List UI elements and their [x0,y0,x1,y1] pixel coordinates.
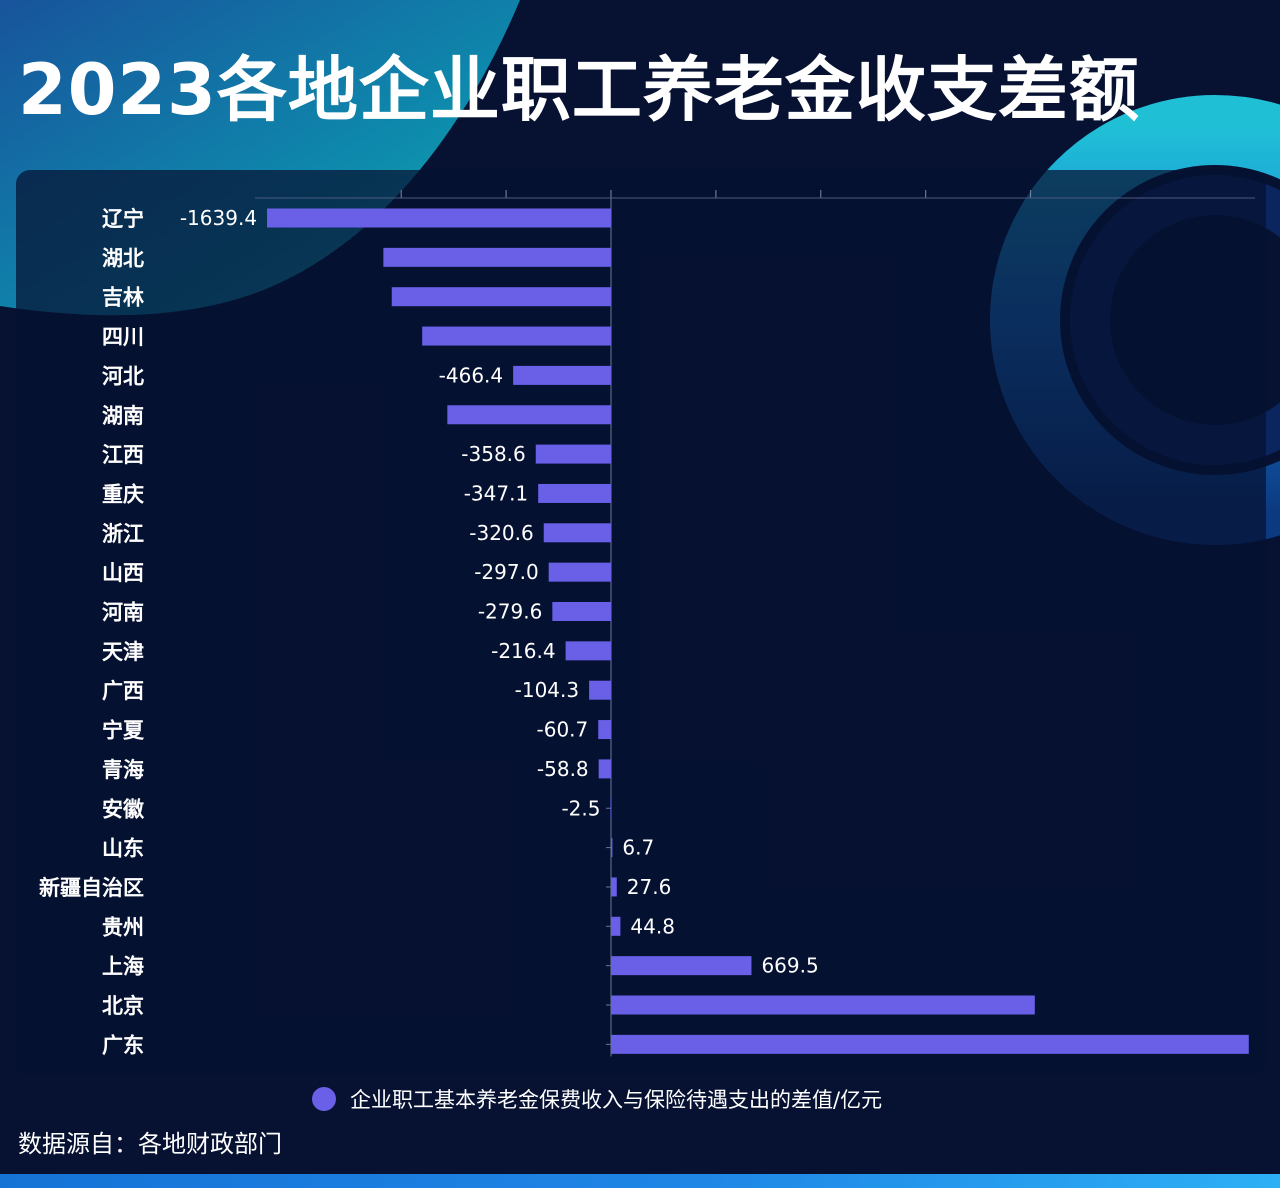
bar-8 [543,523,611,543]
bar-15 [610,798,612,818]
bar-12 [589,680,611,700]
bottom-bar [0,1174,1280,1188]
category-label: 安徽 [102,797,145,821]
category-label: 上海 [102,955,144,979]
legend: 企业职工基本养老金保费收入与保险待遇支出的差值/亿元 [312,1082,882,1116]
bar-10 [552,602,611,621]
bar-5 [447,405,611,425]
bar-18 [611,916,621,936]
category-label: 广东 [102,1033,144,1057]
value-label: -320.6 [469,521,533,545]
category-label: 浙江 [102,522,144,546]
category-label: 辽宁 [102,207,144,231]
value-label: -1639.4 [180,206,257,230]
value-label: 27.6 [627,875,672,899]
value-label: -58.8 [537,757,589,781]
category-label: 青海 [102,758,144,782]
category-label: 天津 [102,640,144,664]
category-label: 山东 [102,837,144,861]
bar-2 [391,287,611,307]
data-source: 数据源自：各地财政部门 [18,1130,282,1158]
bar-20 [611,995,1035,1015]
category-label: 湖南 [102,404,144,428]
chart-panel [16,170,1266,1075]
bar-16 [611,838,613,858]
value-label: 669.5 [761,954,818,978]
value-label: 6.7 [622,836,654,860]
value-label: -347.1 [464,481,528,505]
category-label: 江西 [102,443,144,467]
category-label: 山西 [102,561,144,585]
chart-title: 2023各地企业职工养老金收支差额 [18,49,1140,131]
bar-0 [267,208,611,228]
value-label: -297.0 [474,560,538,584]
category-label: 北京 [102,994,144,1018]
bar-13 [598,720,611,740]
category-label: 广西 [102,679,144,703]
bars-group [267,208,1249,1054]
bar-4 [513,365,611,385]
value-label: -2.5 [561,796,600,820]
legend-label: 企业职工基本养老金保费收入与保险待遇支出的差值/亿元 [350,1088,883,1112]
axis-ticks [255,190,1255,1057]
bar-3 [422,326,611,346]
category-label: 河北 [102,364,144,388]
bar-9 [548,562,611,582]
bar-19 [611,956,752,976]
legend-swatch [312,1087,336,1111]
bar-1 [383,247,611,267]
value-label: -358.6 [461,442,525,466]
value-label: -104.3 [515,678,579,702]
bar-11 [565,641,611,661]
category-label: 贵州 [102,915,144,939]
bar-7 [538,483,611,503]
category-label: 湖北 [102,246,144,270]
value-label: -216.4 [491,639,555,663]
category-label: 四川 [102,325,144,349]
category-label: 新疆自治区 [39,876,144,900]
value-label: 44.8 [630,914,675,938]
category-label: 宁夏 [102,719,145,743]
value-label: -466.4 [439,363,503,387]
category-label: 吉林 [102,286,144,310]
category-label: 重庆 [102,482,144,506]
bar-21 [611,1034,1249,1054]
category-label: 河南 [102,601,144,625]
bar-14 [598,759,611,779]
bar-6 [535,444,611,464]
value-label: -60.7 [537,718,589,742]
bar-17 [611,877,617,897]
value-label: -279.6 [478,600,542,624]
